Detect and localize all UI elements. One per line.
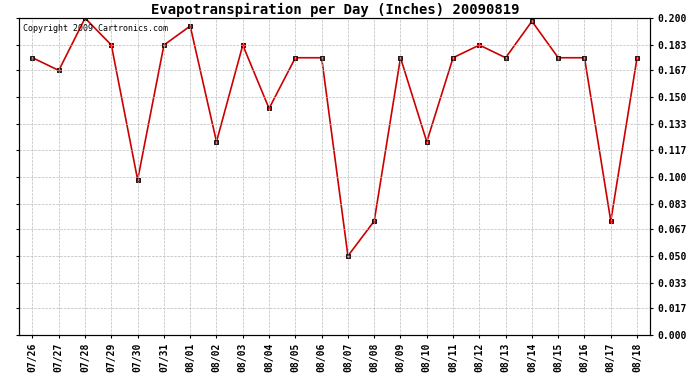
Title: Evapotranspiration per Day (Inches) 20090819: Evapotranspiration per Day (Inches) 2009…	[150, 3, 519, 17]
Text: Copyright 2009 Cartronics.com: Copyright 2009 Cartronics.com	[23, 24, 168, 33]
